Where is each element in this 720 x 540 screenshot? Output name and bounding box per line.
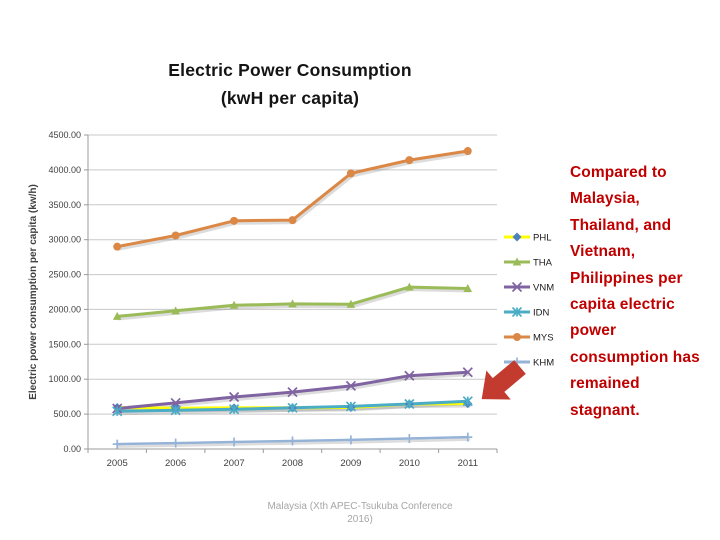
y-gridlines	[84, 134, 497, 450]
series-markers-THA	[112, 282, 473, 320]
y-tick-label: 2000.00	[48, 304, 81, 314]
x-tick-label: 2007	[224, 458, 245, 469]
legend-label: IDN	[533, 308, 550, 319]
y-tick-label: 3000.00	[48, 235, 81, 245]
x-tick-label: 2009	[340, 458, 361, 469]
legend-item-PHL: PHL	[504, 232, 551, 244]
legend-label: PHL	[533, 233, 551, 244]
legend-item-IDN: IDN	[504, 306, 550, 319]
chart-title: Electric Power Consumption (kwH per capi…	[90, 56, 490, 112]
legend-label: MYS	[533, 333, 554, 344]
chart-title-line2: (kwH per capita)	[220, 88, 360, 108]
chart-legend: PHL THA VNM IDN MYS KHM	[504, 232, 554, 369]
y-axis-title: Electric power consumption per capita (k…	[28, 184, 39, 400]
axes	[87, 135, 498, 453]
y-tick-label: 500.00	[53, 409, 81, 419]
red-arrow-icon	[481, 360, 526, 400]
chart-area: 0.00 500.00 1000.00 1500.00 2000.00 2500.00 30…	[0, 120, 560, 480]
series-markers-MYS	[113, 147, 472, 251]
side-note-text: Compared to Malaysia, Thailand, and Viet…	[570, 164, 700, 419]
x-axis-tick-labels: 2005 2006 2007 2008 2009 2010 2011	[107, 458, 478, 469]
y-tick-label: 3500.00	[48, 200, 81, 210]
legend-label: VNM	[533, 283, 554, 294]
x-tick-label: 2010	[399, 458, 420, 469]
legend-item-THA: THA	[504, 257, 553, 269]
legend-item-VNM: VNM	[504, 281, 554, 294]
legend-item-MYS: MYS	[504, 333, 554, 344]
y-tick-label: 1500.00	[48, 339, 81, 349]
y-tick-label: 2500.00	[48, 270, 81, 280]
series-markers-KHM	[112, 432, 473, 449]
y-tick-label: 4000.00	[48, 165, 81, 175]
footer-caption: Malaysia (Xth APEC-Tsukuba Conference 20…	[267, 501, 453, 525]
y-tick-label: 4500.00	[48, 130, 81, 140]
series-line-MYS	[115, 149, 470, 249]
x-tick-label: 2008	[282, 458, 303, 469]
x-tick-label: 2011	[458, 458, 478, 469]
y-axis-tick-labels: 0.00 500.00 1000.00 1500.00 2000.00 2500.00 30…	[48, 130, 81, 454]
chart-svg: 0.00 500.00 1000.00 1500.00 2000.00 2500.00 30…	[28, 130, 554, 469]
legend-label: THA	[533, 258, 553, 269]
y-tick-label: 1000.00	[48, 374, 81, 384]
legend-label: KHM	[533, 358, 554, 369]
y-tick-label: 0.00	[63, 444, 81, 454]
series-markers-IDN	[112, 396, 473, 417]
chart-title-line1: Electric Power Consumption	[168, 60, 412, 80]
x-tick-label: 2005	[107, 458, 128, 469]
x-tick-label: 2006	[165, 458, 186, 469]
